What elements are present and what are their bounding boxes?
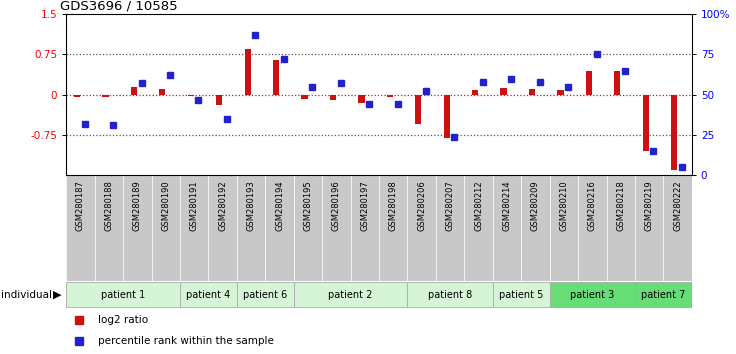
- Bar: [493, 282, 550, 307]
- Bar: [550, 175, 578, 281]
- Bar: [294, 175, 322, 281]
- Bar: [273, 60, 279, 95]
- Text: GSM280207: GSM280207: [445, 181, 455, 231]
- Text: patient 1: patient 1: [101, 290, 145, 300]
- Text: GSM280195: GSM280195: [303, 181, 313, 231]
- Bar: [322, 175, 350, 281]
- Text: GSM280198: GSM280198: [389, 181, 397, 231]
- Bar: [180, 175, 208, 281]
- Text: GSM280219: GSM280219: [645, 181, 654, 231]
- Bar: [208, 175, 237, 281]
- Text: GSM280189: GSM280189: [132, 181, 142, 231]
- Text: individual: individual: [1, 290, 52, 300]
- Text: GSM280216: GSM280216: [588, 181, 597, 231]
- Bar: [302, 95, 308, 99]
- Bar: [464, 175, 493, 281]
- Bar: [557, 90, 564, 95]
- Bar: [408, 175, 436, 281]
- Text: GSM280191: GSM280191: [190, 181, 199, 231]
- Text: GSM280196: GSM280196: [332, 181, 341, 231]
- Text: GSM280188: GSM280188: [105, 181, 113, 232]
- Bar: [74, 95, 80, 97]
- Bar: [102, 95, 109, 97]
- Text: GSM280193: GSM280193: [247, 181, 255, 231]
- Text: ▶: ▶: [53, 290, 62, 300]
- Bar: [237, 282, 294, 307]
- Text: GSM280197: GSM280197: [361, 181, 369, 231]
- Bar: [586, 70, 592, 95]
- Text: GSM280187: GSM280187: [76, 181, 85, 232]
- Text: patient 2: patient 2: [328, 290, 373, 300]
- Bar: [444, 95, 450, 138]
- Bar: [216, 95, 222, 105]
- Bar: [529, 89, 535, 95]
- Bar: [350, 175, 379, 281]
- Bar: [152, 175, 180, 281]
- Bar: [436, 175, 464, 281]
- Bar: [663, 175, 692, 281]
- Bar: [408, 282, 493, 307]
- Text: GSM280212: GSM280212: [474, 181, 483, 231]
- Bar: [244, 49, 251, 95]
- Text: GSM280210: GSM280210: [559, 181, 568, 231]
- Bar: [635, 175, 663, 281]
- Bar: [615, 70, 620, 95]
- Text: GSM280206: GSM280206: [417, 181, 426, 231]
- Bar: [493, 175, 521, 281]
- Text: patient 7: patient 7: [641, 290, 686, 300]
- Text: patient 6: patient 6: [243, 290, 288, 300]
- Text: patient 5: patient 5: [499, 290, 543, 300]
- Bar: [237, 175, 265, 281]
- Bar: [578, 175, 606, 281]
- Text: GSM280190: GSM280190: [161, 181, 170, 231]
- Bar: [66, 175, 95, 281]
- Text: GSM280209: GSM280209: [531, 181, 540, 231]
- Bar: [521, 175, 550, 281]
- Bar: [500, 88, 506, 95]
- Text: patient 4: patient 4: [186, 290, 230, 300]
- Bar: [472, 90, 478, 95]
- Bar: [123, 175, 152, 281]
- Text: GSM280218: GSM280218: [616, 181, 626, 231]
- Text: GSM280214: GSM280214: [503, 181, 512, 231]
- Bar: [386, 95, 393, 97]
- Bar: [131, 87, 137, 95]
- Bar: [379, 175, 408, 281]
- Bar: [188, 95, 194, 96]
- Text: percentile rank within the sample: percentile rank within the sample: [97, 336, 273, 346]
- Text: GSM280194: GSM280194: [275, 181, 284, 231]
- Bar: [643, 95, 649, 151]
- Text: GDS3696 / 10585: GDS3696 / 10585: [60, 0, 177, 13]
- Bar: [66, 282, 180, 307]
- Bar: [265, 175, 294, 281]
- Text: GSM280192: GSM280192: [218, 181, 227, 231]
- Bar: [294, 282, 408, 307]
- Text: patient 8: patient 8: [428, 290, 473, 300]
- Bar: [330, 95, 336, 100]
- Bar: [635, 282, 692, 307]
- Bar: [606, 175, 635, 281]
- Text: patient 3: patient 3: [570, 290, 615, 300]
- Bar: [159, 89, 166, 95]
- Bar: [671, 95, 677, 170]
- Bar: [358, 95, 364, 103]
- Bar: [550, 282, 635, 307]
- Bar: [415, 95, 422, 124]
- Text: GSM280222: GSM280222: [673, 181, 682, 231]
- Bar: [180, 282, 237, 307]
- Bar: [95, 175, 123, 281]
- Text: log2 ratio: log2 ratio: [97, 315, 148, 325]
